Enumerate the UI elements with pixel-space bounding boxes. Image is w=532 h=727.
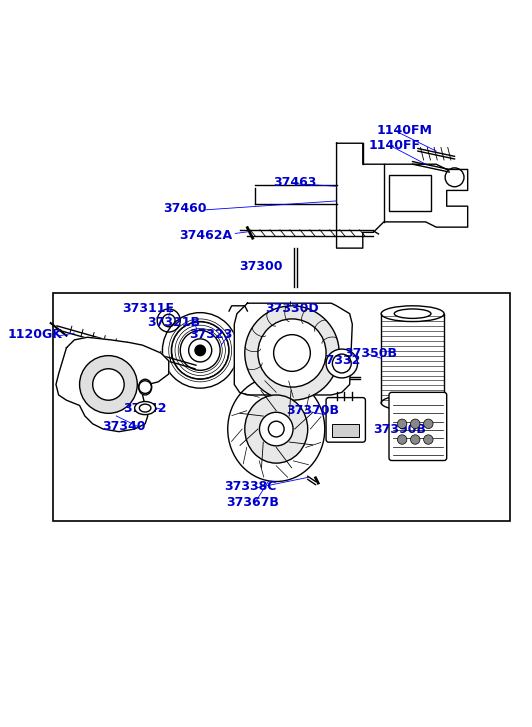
Ellipse shape (394, 398, 431, 408)
Circle shape (411, 419, 420, 428)
FancyBboxPatch shape (326, 398, 365, 442)
Text: 37370B: 37370B (286, 404, 339, 417)
Circle shape (397, 419, 407, 428)
Circle shape (245, 306, 339, 400)
Ellipse shape (326, 349, 358, 378)
Text: 1140FM: 1140FM (377, 124, 433, 137)
Bar (53, 293, 510, 521)
FancyBboxPatch shape (389, 393, 447, 460)
Circle shape (260, 412, 293, 446)
Text: 37462A: 37462A (179, 228, 232, 241)
Ellipse shape (381, 395, 444, 411)
Text: 37340: 37340 (102, 420, 146, 433)
Circle shape (411, 435, 420, 444)
Text: 37332: 37332 (318, 354, 361, 367)
Ellipse shape (245, 395, 307, 463)
Ellipse shape (381, 306, 444, 321)
Text: 37338C: 37338C (224, 481, 276, 493)
Text: 37330D: 37330D (265, 302, 319, 315)
Text: 1140FF: 1140FF (368, 140, 420, 153)
Circle shape (93, 369, 124, 400)
Text: 37311E: 37311E (122, 302, 174, 315)
Circle shape (423, 419, 433, 428)
Text: 37367B: 37367B (226, 496, 279, 509)
Ellipse shape (138, 379, 152, 395)
Ellipse shape (228, 377, 325, 481)
Circle shape (423, 435, 433, 444)
Text: 37460: 37460 (163, 202, 206, 215)
Text: 37323: 37323 (189, 328, 232, 341)
Text: 37463: 37463 (273, 176, 317, 189)
Bar (332, 424, 359, 437)
Text: 37390B: 37390B (373, 422, 426, 435)
Ellipse shape (394, 309, 431, 318)
Text: 37334: 37334 (281, 344, 324, 357)
Polygon shape (56, 337, 169, 432)
Ellipse shape (135, 401, 156, 414)
Text: 37321B: 37321B (147, 316, 201, 329)
Text: 37342: 37342 (123, 401, 167, 414)
Circle shape (80, 356, 137, 414)
Circle shape (195, 345, 205, 356)
Text: 37300: 37300 (239, 260, 282, 273)
Text: 1120GK: 1120GK (7, 328, 62, 341)
Bar (389, 174, 431, 212)
Circle shape (258, 319, 326, 387)
Circle shape (397, 435, 407, 444)
Polygon shape (234, 303, 352, 395)
Text: 37350B: 37350B (344, 347, 397, 360)
